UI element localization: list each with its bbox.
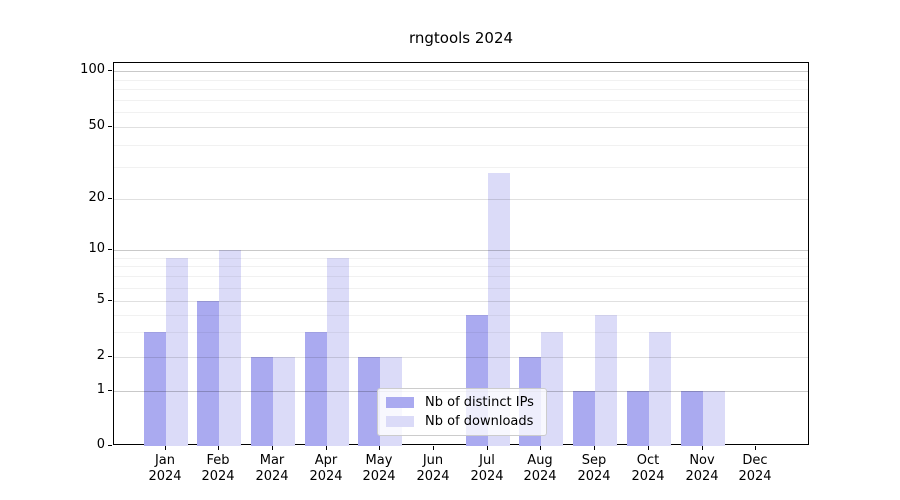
x-tick-mark (648, 446, 649, 450)
gridline-y-80 (114, 89, 808, 90)
y-tick-mark (108, 445, 112, 446)
x-tick-label-nov: Nov 2024 (685, 453, 719, 484)
x-tick-mark (433, 446, 434, 450)
y-tick-mark (108, 126, 112, 127)
legend: Nb of distinct IPs Nb of downloads (377, 388, 547, 436)
gridline-y-7 (114, 276, 808, 277)
gridline-y-6 (114, 288, 808, 289)
distinct-ips-bar-feb (197, 301, 220, 446)
x-tick-label-jun: Jun 2024 (416, 453, 450, 484)
distinct-ips-bar-sep (573, 391, 596, 446)
y-tick-mark (108, 70, 112, 71)
x-tick-mark (326, 446, 327, 450)
x-tick-label-jul: Jul 2024 (470, 453, 504, 484)
x-tick-label-oct: Oct 2024 (631, 453, 665, 484)
gridline-y-30 (114, 167, 808, 168)
x-tick-label-sep: Sep 2024 (577, 453, 611, 484)
downloads-bar-nov (702, 391, 725, 446)
gridline-y-50 (114, 127, 808, 128)
x-tick-mark (272, 446, 273, 450)
x-tick-label-mar: Mar 2024 (255, 453, 289, 484)
x-tick-label-jan: Jan 2024 (148, 453, 182, 484)
y-tick-label: 10 (88, 241, 105, 256)
legend-label-downloads: Nb of downloads (425, 414, 534, 429)
distinct-ips-bar-oct (626, 391, 649, 446)
gridline-y-90 (114, 80, 808, 81)
y-tick-label: 0 (96, 437, 105, 452)
y-tick-label: 20 (88, 190, 105, 205)
gridline-y-9 (114, 258, 808, 259)
downloads-bar-sep (595, 314, 618, 446)
legend-label-distinct-ips: Nb of distinct IPs (425, 395, 534, 410)
legend-row: Nb of downloads (386, 413, 538, 431)
y-tick-label: 50 (88, 118, 105, 133)
legend-row: Nb of distinct IPs (386, 394, 538, 412)
y-tick-label: 5 (96, 292, 105, 307)
downloads-bar-oct (648, 332, 671, 446)
legend-swatch-downloads (386, 416, 414, 427)
distinct-ips-bar-apr (304, 332, 327, 446)
x-tick-mark (594, 446, 595, 450)
x-tick-mark (755, 446, 756, 450)
distinct-ips-bar-may (358, 357, 381, 446)
distinct-ips-bar-jan (143, 332, 166, 446)
x-tick-mark (379, 446, 380, 450)
x-tick-label-feb: Feb 2024 (201, 453, 235, 484)
gridline-y-40 (114, 145, 808, 146)
y-tick-mark (108, 198, 112, 199)
downloads-bar-apr (326, 257, 349, 446)
gridline-y-20 (114, 199, 808, 200)
y-tick-label: 100 (80, 62, 105, 77)
x-tick-label-may: May 2024 (362, 453, 396, 484)
x-tick-mark (540, 446, 541, 450)
gridline-y-10 (114, 250, 808, 251)
y-tick-label: 1 (96, 382, 105, 397)
distinct-ips-bar-nov (680, 391, 703, 446)
legend-swatch-distinct-ips (386, 397, 414, 408)
y-tick-mark (108, 390, 112, 391)
chart-title: rngtools 2024 (408, 29, 514, 47)
y-tick-mark (108, 300, 112, 301)
gridline-y-60 (114, 112, 808, 113)
gridline-y-100 (114, 71, 808, 72)
y-tick-label: 2 (96, 348, 105, 363)
downloads-bar-feb (219, 250, 242, 446)
x-tick-mark (702, 446, 703, 450)
downloads-bar-mar (272, 357, 295, 446)
downloads-bar-jul (487, 172, 510, 446)
x-tick-label-dec: Dec 2024 (738, 453, 772, 484)
x-tick-label-aug: Aug 2024 (523, 453, 557, 484)
gridline-y-70 (114, 100, 808, 101)
x-tick-mark (165, 446, 166, 450)
y-tick-mark (108, 249, 112, 250)
gridline-y-8 (114, 266, 808, 267)
y-tick-mark (108, 356, 112, 357)
distinct-ips-bar-mar (250, 357, 273, 446)
x-tick-mark (218, 446, 219, 450)
x-tick-label-apr: Apr 2024 (309, 453, 343, 484)
x-tick-mark (487, 446, 488, 450)
downloads-bar-jan (165, 257, 188, 446)
